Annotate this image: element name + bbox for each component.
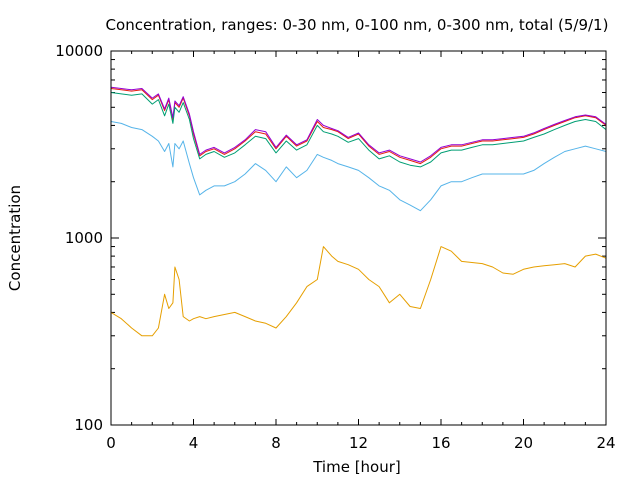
y-tick-label: 100 xyxy=(74,416,103,434)
x-tick-label: 24 xyxy=(596,434,615,452)
series-line-1 xyxy=(110,88,607,165)
x-tick-label: 16 xyxy=(431,434,450,452)
series-line-5 xyxy=(110,246,607,337)
series-lines xyxy=(110,86,607,337)
y-axis-label: Concentration xyxy=(6,185,24,291)
axis-ticks: 0 4 8 12 16 20 24 100 1000 10000 xyxy=(55,42,615,452)
y-tick-label: 1000 xyxy=(65,229,103,247)
x-tick-label: 20 xyxy=(514,434,533,452)
chart-title: Concentration, ranges: 0-30 nm, 0-100 nm… xyxy=(106,16,609,34)
series-line-4 xyxy=(110,121,607,212)
x-tick-label: 12 xyxy=(349,434,368,452)
series-line-3 xyxy=(110,92,607,168)
series-line-2 xyxy=(110,86,607,163)
plot-frame xyxy=(110,50,607,426)
x-tick-label: 0 xyxy=(106,434,116,452)
x-tick-label: 4 xyxy=(189,434,199,452)
x-axis-label: Time [hour] xyxy=(312,458,401,476)
y-tick-label: 10000 xyxy=(55,42,103,60)
x-tick-label: 8 xyxy=(271,434,281,452)
